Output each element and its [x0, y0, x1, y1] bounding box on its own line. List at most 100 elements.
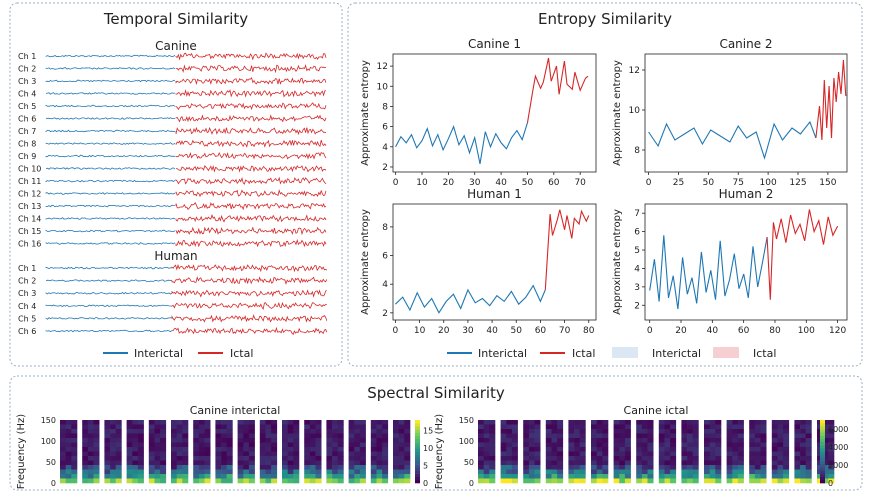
- spectrogram-cell: [528, 433, 535, 439]
- y-tick-label: 6: [634, 228, 640, 238]
- spectrogram-cell: [309, 438, 316, 443]
- spectrogram-cell: [154, 469, 161, 475]
- spectrogram-cell: [171, 478, 177, 484]
- spectrogram-cell: [87, 429, 94, 434]
- spectrogram-cell: [483, 456, 490, 461]
- spectrogram-cell: [65, 438, 72, 443]
- spectrogram-cell: [800, 424, 807, 430]
- spectrogram-cell: [704, 474, 710, 479]
- entropy-title: Entropy Similarity: [538, 10, 672, 28]
- human-channel-label-6: Ch 6: [18, 327, 36, 336]
- spectrogram-cell: [658, 456, 665, 461]
- colorbar-segment: [415, 464, 420, 468]
- spectrogram-strip-4: [545, 420, 564, 484]
- spectrogram-cell: [148, 451, 155, 457]
- spectrogram-cell: [370, 438, 377, 443]
- spectrogram-cell: [93, 451, 100, 457]
- spectrogram-cell: [332, 424, 339, 430]
- spectrogram-cell: [726, 469, 733, 475]
- spectrogram-cell: [126, 447, 133, 452]
- spectrogram-cell: [293, 442, 300, 448]
- spectrogram-cell: [619, 474, 626, 479]
- spectrogram-cell: [737, 429, 744, 434]
- spectrogram-cell: [687, 469, 694, 475]
- spectrogram-cell: [204, 465, 211, 470]
- spectrogram-cell: [398, 456, 405, 461]
- canine-channel-ictal-trace-2: [175, 64, 327, 74]
- entropy-chart-ylabel: Approximate entropy: [612, 60, 623, 166]
- spectrogram-cell: [132, 442, 139, 448]
- spectrogram-cell: [715, 460, 722, 466]
- spectrogram-cell: [293, 456, 300, 461]
- spectrogram-cell: [545, 469, 552, 475]
- spectrogram-cell: [591, 429, 597, 434]
- spectrogram-cell: [557, 460, 564, 466]
- spectrogram-cell: [822, 474, 829, 479]
- spectrogram-cell: [282, 442, 288, 448]
- spectrogram-cell: [110, 433, 117, 439]
- spectrogram-strip-13: [326, 420, 344, 484]
- spectrogram-cell: [271, 433, 278, 439]
- ictal-series-line: [815, 59, 847, 141]
- spectrogram-cell: [557, 442, 564, 448]
- spectrogram-cell: [692, 429, 699, 434]
- spectrogram-cell: [215, 465, 222, 470]
- spectrogram-cell: [404, 469, 411, 475]
- canine-channel-label-14: Ch 14: [18, 215, 41, 224]
- spectrogram-cell: [215, 447, 222, 452]
- spectrogram-cell: [315, 474, 322, 479]
- spectrogram-cell: [304, 474, 311, 479]
- spectrogram-cell: [658, 469, 665, 475]
- spectrogram-cell: [104, 429, 111, 434]
- spectrogram-cell: [528, 465, 535, 470]
- spectrogram-cell: [681, 451, 688, 457]
- spectrogram-cell: [382, 465, 389, 470]
- spectrogram-cell: [777, 424, 784, 430]
- spectrogram-cell: [160, 465, 167, 470]
- spectrogram-cell: [579, 474, 586, 479]
- spectrogram-cell: [783, 438, 790, 443]
- spectrogram-cell: [398, 424, 405, 430]
- spectrogram-cell: [715, 474, 722, 479]
- spectrogram-cell: [619, 456, 626, 461]
- spectrogram-cell: [393, 429, 399, 434]
- spectrogram-cell: [805, 451, 812, 457]
- spectrogram-cell: [221, 474, 228, 479]
- colorbar-segment: [820, 423, 825, 427]
- spectrogram-cell: [624, 465, 631, 470]
- interictal-series-line: [648, 120, 817, 160]
- spectrogram-cell: [641, 478, 648, 484]
- spectrogram-cell: [523, 460, 530, 466]
- spectrogram-cell: [602, 451, 609, 457]
- spectrogram-cell: [348, 456, 355, 461]
- spectrogram-cell: [132, 447, 139, 452]
- spectrogram-cell: [370, 469, 377, 475]
- spectrogram-cell: [478, 429, 484, 434]
- spectrogram-cell: [332, 478, 339, 484]
- spectrogram-cell: [104, 438, 111, 443]
- spectrogram-cell: [805, 442, 812, 448]
- spectrogram-cell: [337, 442, 344, 448]
- spectrogram-cell: [293, 447, 300, 452]
- spectrogram-cell: [596, 438, 603, 443]
- spectrogram-cell: [760, 469, 767, 475]
- spectrogram-cell: [398, 429, 405, 434]
- spectrogram-cell: [715, 447, 722, 452]
- spectrogram-cell: [154, 433, 161, 439]
- spectrogram-cell: [87, 460, 94, 466]
- spectrogram-cell: [226, 424, 233, 430]
- spectrogram-cell: [304, 478, 311, 484]
- spectrogram-cell: [624, 424, 631, 430]
- entropy-chart-title: Human 2: [719, 187, 774, 201]
- spectrogram-cell: [132, 474, 139, 479]
- spectrogram-cell: [771, 438, 778, 443]
- spectrogram-cell: [557, 433, 564, 439]
- spectrogram-cell: [483, 429, 490, 434]
- spectrogram-cell: [359, 424, 366, 430]
- spectrogram-cell: [613, 429, 620, 434]
- spectrogram-strip-10: [259, 420, 278, 484]
- spectrogram-cell: [483, 433, 490, 439]
- spectrogram-cell: [591, 456, 597, 461]
- spectrogram-cell: [545, 456, 552, 461]
- spectrogram-cell: [82, 447, 89, 452]
